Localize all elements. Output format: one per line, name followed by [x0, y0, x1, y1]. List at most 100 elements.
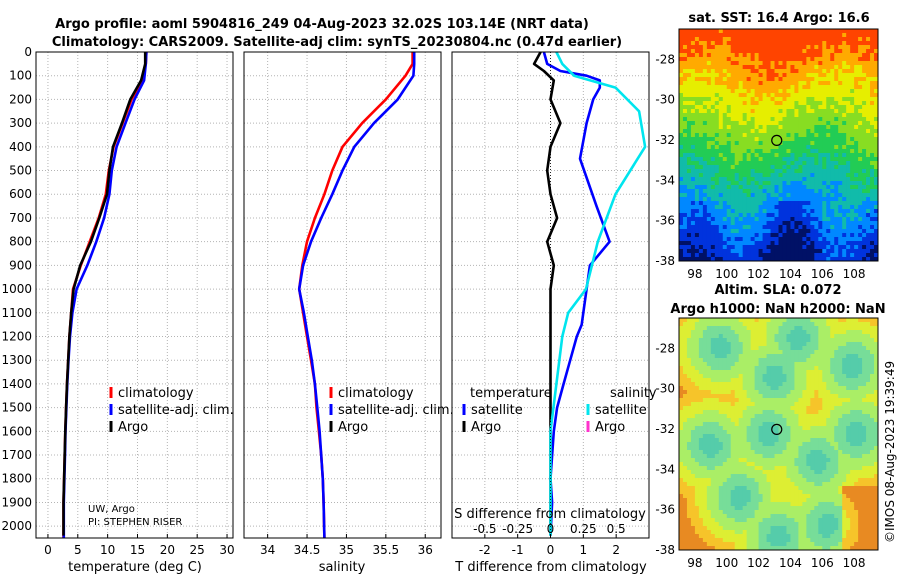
map-cell: [838, 326, 843, 331]
map-cell: [742, 378, 748, 383]
map-cell: [858, 49, 863, 54]
map-cell: [802, 434, 807, 439]
map-cell: [718, 213, 724, 218]
y-tick-label: 300: [9, 116, 32, 130]
map-cell: [742, 141, 748, 146]
map-cell: [786, 374, 791, 379]
map-cell: [679, 342, 684, 347]
map-cell: [778, 45, 783, 50]
map-cell: [794, 41, 799, 46]
map-cell: [734, 358, 740, 363]
map-cell: [818, 374, 823, 379]
map-cell: [702, 125, 708, 130]
map-cell: [734, 237, 740, 242]
top-x-tick-label: 0.5: [607, 522, 626, 536]
map-cell: [718, 466, 724, 471]
map-cell: [698, 37, 704, 42]
map-cell: [786, 193, 791, 198]
map-cell: [806, 73, 811, 78]
map-cell: [870, 426, 875, 431]
map-cell: [698, 153, 704, 158]
map-cell: [738, 245, 744, 250]
map-cell: [814, 113, 819, 118]
map-cell: [854, 430, 859, 435]
map-cell: [874, 105, 879, 110]
map-cell: [682, 137, 688, 142]
map-cell: [870, 157, 875, 162]
map-cell: [766, 434, 772, 439]
map-cell: [770, 338, 776, 343]
top-x-tick-label: 0.25: [570, 522, 597, 536]
map-cell: [798, 382, 803, 387]
map-cell: [790, 426, 795, 431]
map-cell: [802, 165, 807, 170]
map-cell: [742, 49, 748, 54]
map-cell: [686, 382, 692, 387]
map-cell: [698, 149, 704, 154]
map-cell: [862, 193, 867, 198]
map-cell: [834, 462, 839, 467]
map-cell: [686, 213, 692, 218]
map-cell: [838, 145, 843, 150]
map-cell: [862, 434, 867, 439]
map-cell: [686, 173, 692, 178]
map-cell: [766, 430, 772, 435]
map-cell: [686, 422, 692, 427]
map-cell: [850, 249, 855, 254]
map-cell: [830, 257, 835, 262]
map-cell: [854, 145, 859, 150]
x-tick-label: 30: [219, 543, 234, 557]
map-cell: [774, 430, 779, 435]
map-cell: [874, 137, 879, 142]
map-cell: [762, 65, 768, 70]
map-cell: [722, 117, 728, 122]
legend-label-s-argo: Argo: [595, 420, 625, 435]
map-cell: [838, 253, 843, 258]
map-cell: [754, 406, 760, 411]
map-cell: [818, 454, 823, 459]
map-cell: [866, 69, 871, 74]
map-cell: [798, 125, 803, 130]
map-cell: [679, 201, 684, 206]
map-cell: [750, 149, 756, 154]
map-cell: [834, 77, 839, 82]
map-cell: [722, 205, 728, 210]
map-cell: [694, 29, 700, 34]
map-cell: [862, 342, 867, 347]
map-cell: [874, 237, 879, 242]
map-cell: [734, 322, 740, 327]
map-cell: [714, 105, 720, 110]
map-cell: [850, 430, 855, 435]
map-cell: [874, 37, 879, 42]
map-cell: [726, 217, 732, 222]
map-cell: [850, 422, 855, 427]
map-cell: [862, 105, 867, 110]
map-cell: [722, 137, 728, 142]
map-cell: [810, 414, 815, 419]
map-cell: [706, 466, 712, 471]
map-cell: [802, 133, 807, 138]
map-cell: [782, 366, 787, 371]
map-cell: [730, 386, 736, 391]
map-cell: [738, 133, 744, 138]
map-cell: [722, 89, 728, 94]
map-cell: [686, 41, 692, 46]
map-cell: [810, 145, 815, 150]
map-cell: [802, 85, 807, 90]
map-cell: [810, 121, 815, 126]
map-cell: [862, 398, 867, 403]
map-cell: [814, 338, 819, 343]
map-cell: [722, 121, 728, 126]
map-cell: [682, 97, 688, 102]
map-cell: [754, 434, 760, 439]
map-cell: [730, 89, 736, 94]
map-cell: [718, 253, 724, 258]
map-cell: [858, 382, 863, 387]
map-cell: [846, 145, 851, 150]
map-cell: [730, 462, 736, 467]
map-cell: [722, 410, 728, 415]
map-cell: [746, 85, 752, 90]
map-cell: [742, 189, 748, 194]
map-cell: [758, 434, 764, 439]
map-cell: [766, 101, 772, 106]
